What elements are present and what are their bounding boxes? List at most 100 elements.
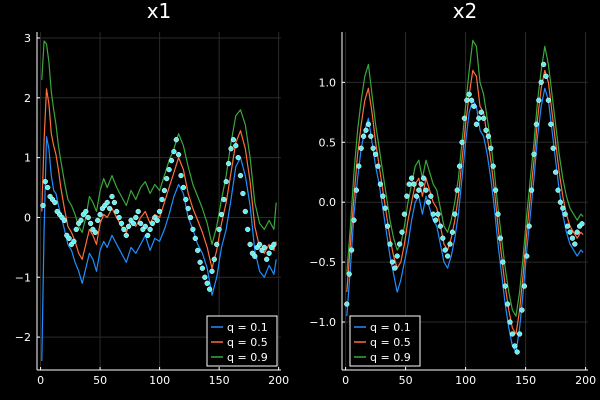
observation-points	[344, 61, 585, 355]
observation-point	[199, 265, 206, 271]
y-tick-label: 2	[24, 92, 31, 105]
observation-point	[476, 115, 482, 121]
observation-point	[221, 196, 227, 203]
observation-point	[382, 205, 388, 211]
observation-point	[452, 211, 458, 217]
observation-point	[85, 214, 91, 221]
observation-point	[488, 145, 494, 151]
observation-point	[531, 151, 537, 157]
observation-point	[42, 178, 48, 185]
x-tick-label: 0	[342, 374, 349, 387]
observation-point	[404, 193, 410, 199]
observation-point	[121, 226, 127, 233]
panel-x2: x2 0 50 100 150 200 −1.0 −0.5 0.0 0.5 1.0 q = 0.1…	[309, 0, 596, 387]
observation-point	[261, 244, 267, 251]
observation-point	[375, 163, 381, 169]
observation-point	[204, 280, 210, 286]
observation-point	[133, 214, 139, 221]
observation-point	[240, 190, 246, 197]
observation-point	[442, 247, 448, 253]
tick-labels: 0 50 100 150 200 −1.0 −0.5 0.0 0.5 1.0	[309, 76, 596, 387]
observation-point	[180, 184, 187, 191]
observation-point	[356, 163, 362, 169]
observation-point	[526, 223, 532, 229]
observation-point	[168, 157, 175, 164]
observation-point	[83, 208, 89, 215]
observation-point	[478, 109, 484, 115]
observation-point	[252, 253, 258, 259]
observation-point	[562, 211, 568, 217]
legend: q = 0.1 q = 0.5 q = 0.9	[349, 315, 421, 367]
observation-point	[543, 73, 549, 79]
observation-point	[147, 226, 153, 233]
panel-title: x2	[453, 0, 478, 23]
observation-point	[171, 148, 177, 155]
observation-point	[528, 187, 535, 193]
observation-point	[353, 187, 360, 193]
observation-point	[185, 205, 191, 212]
observation-point	[363, 127, 369, 133]
observation-point	[368, 133, 374, 139]
observation-point	[348, 247, 355, 253]
observation-point	[256, 241, 263, 248]
observation-point	[440, 235, 446, 241]
axes	[36, 32, 281, 371]
observation-point	[384, 223, 391, 229]
observation-point	[401, 211, 408, 217]
observation-point	[216, 226, 222, 233]
observation-point	[211, 256, 217, 262]
series-line-q-0-9	[41, 40, 277, 245]
observation-point	[485, 133, 492, 139]
observation-point	[413, 193, 420, 199]
observation-point	[156, 208, 163, 215]
observation-point	[344, 301, 350, 307]
observation-point	[538, 79, 544, 85]
x-tick-label: 50	[399, 374, 413, 387]
series-line-q-0-5	[41, 88, 277, 269]
observation-point	[111, 199, 118, 206]
observation-point	[173, 137, 179, 143]
series-line-q-0-5	[346, 69, 584, 335]
y-tick-label: −0.5	[309, 256, 336, 269]
observation-point	[490, 163, 496, 169]
legend: q = 0.1 q = 0.5 q = 0.9	[206, 315, 278, 367]
observation-point	[514, 349, 520, 355]
observation-point	[233, 143, 239, 149]
observation-point	[161, 187, 168, 194]
observation-point	[137, 220, 144, 227]
x-tick-label: 150	[209, 374, 230, 387]
y-tick-label: −1.0	[309, 316, 336, 329]
observation-point	[178, 172, 184, 179]
observation-point	[430, 211, 436, 217]
observation-point	[502, 283, 508, 289]
observation-point	[579, 221, 585, 227]
observation-point	[118, 220, 125, 227]
observation-point	[225, 160, 232, 167]
observation-point	[87, 220, 94, 227]
legend-label: q = 0.5	[227, 336, 268, 349]
observation-point	[142, 223, 148, 230]
observation-point	[190, 226, 196, 233]
observation-point	[461, 115, 468, 121]
observation-point	[202, 274, 208, 280]
observation-point	[495, 211, 501, 217]
observation-point	[218, 211, 225, 218]
observation-point	[569, 235, 576, 241]
observation-point	[468, 97, 475, 103]
observation-point	[507, 319, 513, 325]
observation-point	[197, 259, 203, 265]
legend-label: q = 0.1	[227, 321, 268, 334]
observation-point	[437, 223, 444, 229]
observation-point	[195, 247, 201, 254]
observation-point	[149, 220, 156, 227]
observation-point	[480, 115, 487, 121]
observation-point	[192, 235, 198, 242]
y-tick-label: −1	[15, 271, 31, 284]
observation-point	[392, 265, 398, 271]
observation-point	[206, 286, 213, 292]
observation-point	[473, 121, 480, 127]
observation-point	[106, 205, 113, 212]
observation-point	[509, 331, 516, 337]
